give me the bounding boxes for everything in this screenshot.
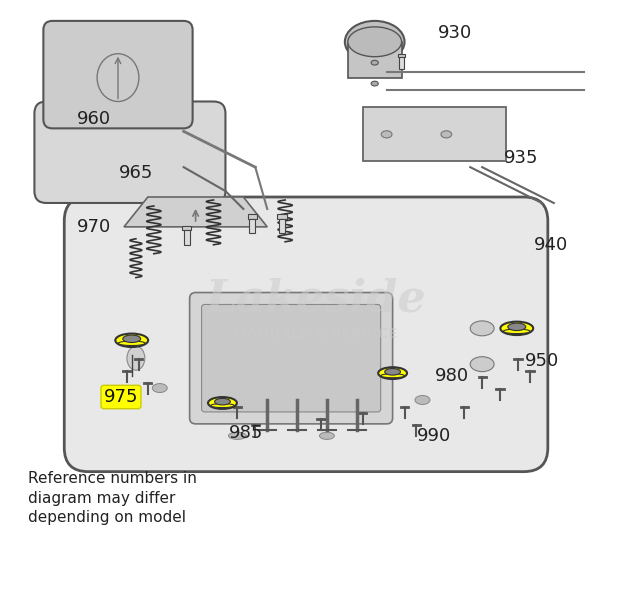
Text: 990: 990 <box>417 427 452 445</box>
Polygon shape <box>248 214 257 219</box>
Polygon shape <box>399 57 404 69</box>
Ellipse shape <box>115 334 148 347</box>
Text: 940: 940 <box>534 236 568 254</box>
Text: 950: 950 <box>525 352 559 370</box>
Ellipse shape <box>508 323 526 331</box>
Ellipse shape <box>441 131 452 138</box>
Ellipse shape <box>503 329 530 334</box>
Ellipse shape <box>208 397 237 409</box>
Text: 980: 980 <box>435 367 469 385</box>
Text: 975: 975 <box>104 388 138 406</box>
Polygon shape <box>279 219 285 233</box>
Ellipse shape <box>345 21 404 63</box>
Ellipse shape <box>378 367 407 379</box>
Polygon shape <box>348 42 401 78</box>
Ellipse shape <box>215 398 231 405</box>
Text: 935: 935 <box>504 149 538 167</box>
Text: 930: 930 <box>438 24 472 42</box>
FancyBboxPatch shape <box>202 304 381 412</box>
FancyBboxPatch shape <box>35 101 226 203</box>
Text: MANUALS & SERVICE: MANUALS & SERVICE <box>233 327 397 341</box>
Ellipse shape <box>210 404 234 408</box>
Text: Lakeside: Lakeside <box>205 277 425 320</box>
Ellipse shape <box>381 131 392 138</box>
Text: 985: 985 <box>229 424 263 442</box>
Text: 960: 960 <box>77 110 111 128</box>
Text: Reference numbers in
diagram may differ
depending on model: Reference numbers in diagram may differ … <box>28 471 197 525</box>
FancyBboxPatch shape <box>190 293 392 424</box>
Ellipse shape <box>229 432 246 439</box>
Ellipse shape <box>319 432 335 439</box>
Ellipse shape <box>385 368 401 375</box>
Ellipse shape <box>500 322 533 335</box>
FancyBboxPatch shape <box>43 21 193 128</box>
Polygon shape <box>363 107 506 161</box>
Ellipse shape <box>123 335 140 343</box>
Polygon shape <box>249 219 255 233</box>
Polygon shape <box>277 214 287 219</box>
Ellipse shape <box>381 374 404 378</box>
Text: 970: 970 <box>77 218 112 236</box>
Polygon shape <box>184 230 190 245</box>
Polygon shape <box>124 197 267 227</box>
Text: 965: 965 <box>118 164 153 182</box>
Ellipse shape <box>470 356 494 371</box>
Ellipse shape <box>118 341 145 346</box>
Polygon shape <box>398 54 405 57</box>
Ellipse shape <box>371 60 378 65</box>
Ellipse shape <box>348 27 401 57</box>
Ellipse shape <box>127 346 145 370</box>
Ellipse shape <box>152 383 167 393</box>
Ellipse shape <box>371 81 378 86</box>
FancyBboxPatch shape <box>64 197 548 472</box>
Polygon shape <box>182 226 192 230</box>
Ellipse shape <box>470 321 494 336</box>
Ellipse shape <box>415 395 430 405</box>
